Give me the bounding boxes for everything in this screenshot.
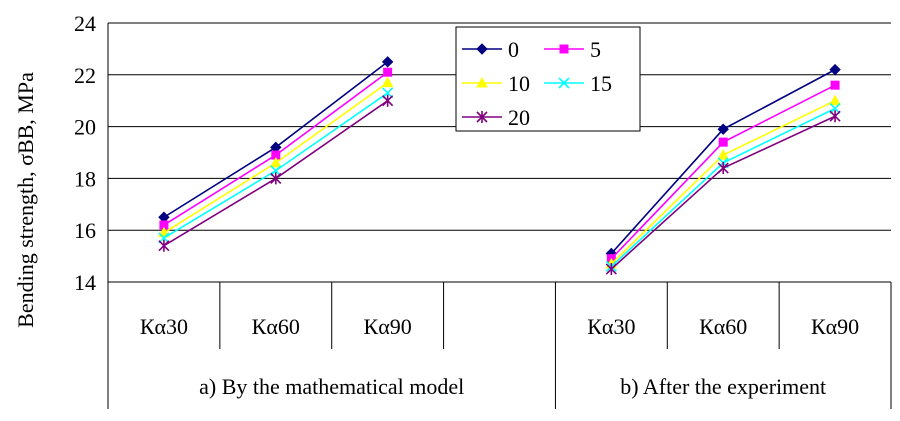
series-lines <box>158 56 841 276</box>
point-10-1 <box>269 156 282 168</box>
point-0-2 <box>381 56 394 68</box>
y-tick-label-5: 24 <box>74 11 96 36</box>
y-tick-label-3: 20 <box>74 115 96 140</box>
point-10-5 <box>717 149 730 160</box>
point-20-4 <box>605 263 617 276</box>
point-5-1 <box>271 150 281 160</box>
x-category-label-6: Кα90 <box>811 314 859 339</box>
legend-marker-0 <box>476 43 488 55</box>
point-5-2 <box>383 67 393 77</box>
point-5-0 <box>159 220 169 230</box>
series-line-0 <box>163 61 389 218</box>
point-5-6 <box>830 80 840 90</box>
point-20-2 <box>382 94 394 107</box>
legend: 0 5 10 15 20 <box>455 26 641 132</box>
legend-label-15: 15 <box>590 71 612 96</box>
legend-marker-15 <box>558 77 570 89</box>
axes <box>107 23 892 409</box>
legend-marker-5 <box>559 44 569 54</box>
legend-label-20: 20 <box>508 105 530 130</box>
legend-label-0: 0 <box>508 37 519 62</box>
y-tick-label-2: 18 <box>74 166 96 191</box>
x-category-label-5: Кα60 <box>699 314 747 339</box>
point-20-5 <box>717 162 729 175</box>
legend-label-5: 5 <box>590 37 601 62</box>
x-category-label-0: Кα30 <box>140 314 188 339</box>
x-category-labels: Кα30 Кα60 Кα90 Кα30 Кα60 Кα90 a) By the mathem… <box>140 314 859 399</box>
legend-marker-20 <box>476 111 488 123</box>
point-0-5 <box>717 123 729 135</box>
point-10-2 <box>381 76 394 88</box>
x-category-label-1: Кα60 <box>252 314 300 339</box>
y-tick-label-0: 14 <box>74 270 96 295</box>
y-tick-label-1: 16 <box>74 218 96 243</box>
point-0-6 <box>829 63 841 76</box>
series-0 <box>158 56 841 260</box>
y-tick-labels: 14 16 18 20 22 24 <box>74 11 96 295</box>
y-tick-label-4: 22 <box>74 63 96 88</box>
x-category-label-4: Кα30 <box>587 314 635 339</box>
legend-marker-10 <box>476 76 488 88</box>
group-label-0: a) By the mathematical model <box>199 374 464 399</box>
series-20 <box>158 94 841 276</box>
point-5-5 <box>718 137 728 147</box>
series-line-0 <box>610 68 836 255</box>
point-10-6 <box>829 94 841 106</box>
group-label-1: b) After the experiment <box>620 374 826 399</box>
legend-label-10: 10 <box>508 71 530 96</box>
point-20-1 <box>270 172 282 185</box>
point-20-0 <box>158 239 170 252</box>
y-axis-label: Bending strength, σBB, MPa <box>13 72 38 328</box>
point-20-6 <box>829 110 841 123</box>
x-category-label-2: Кα90 <box>364 314 412 339</box>
legend-box <box>455 26 641 132</box>
